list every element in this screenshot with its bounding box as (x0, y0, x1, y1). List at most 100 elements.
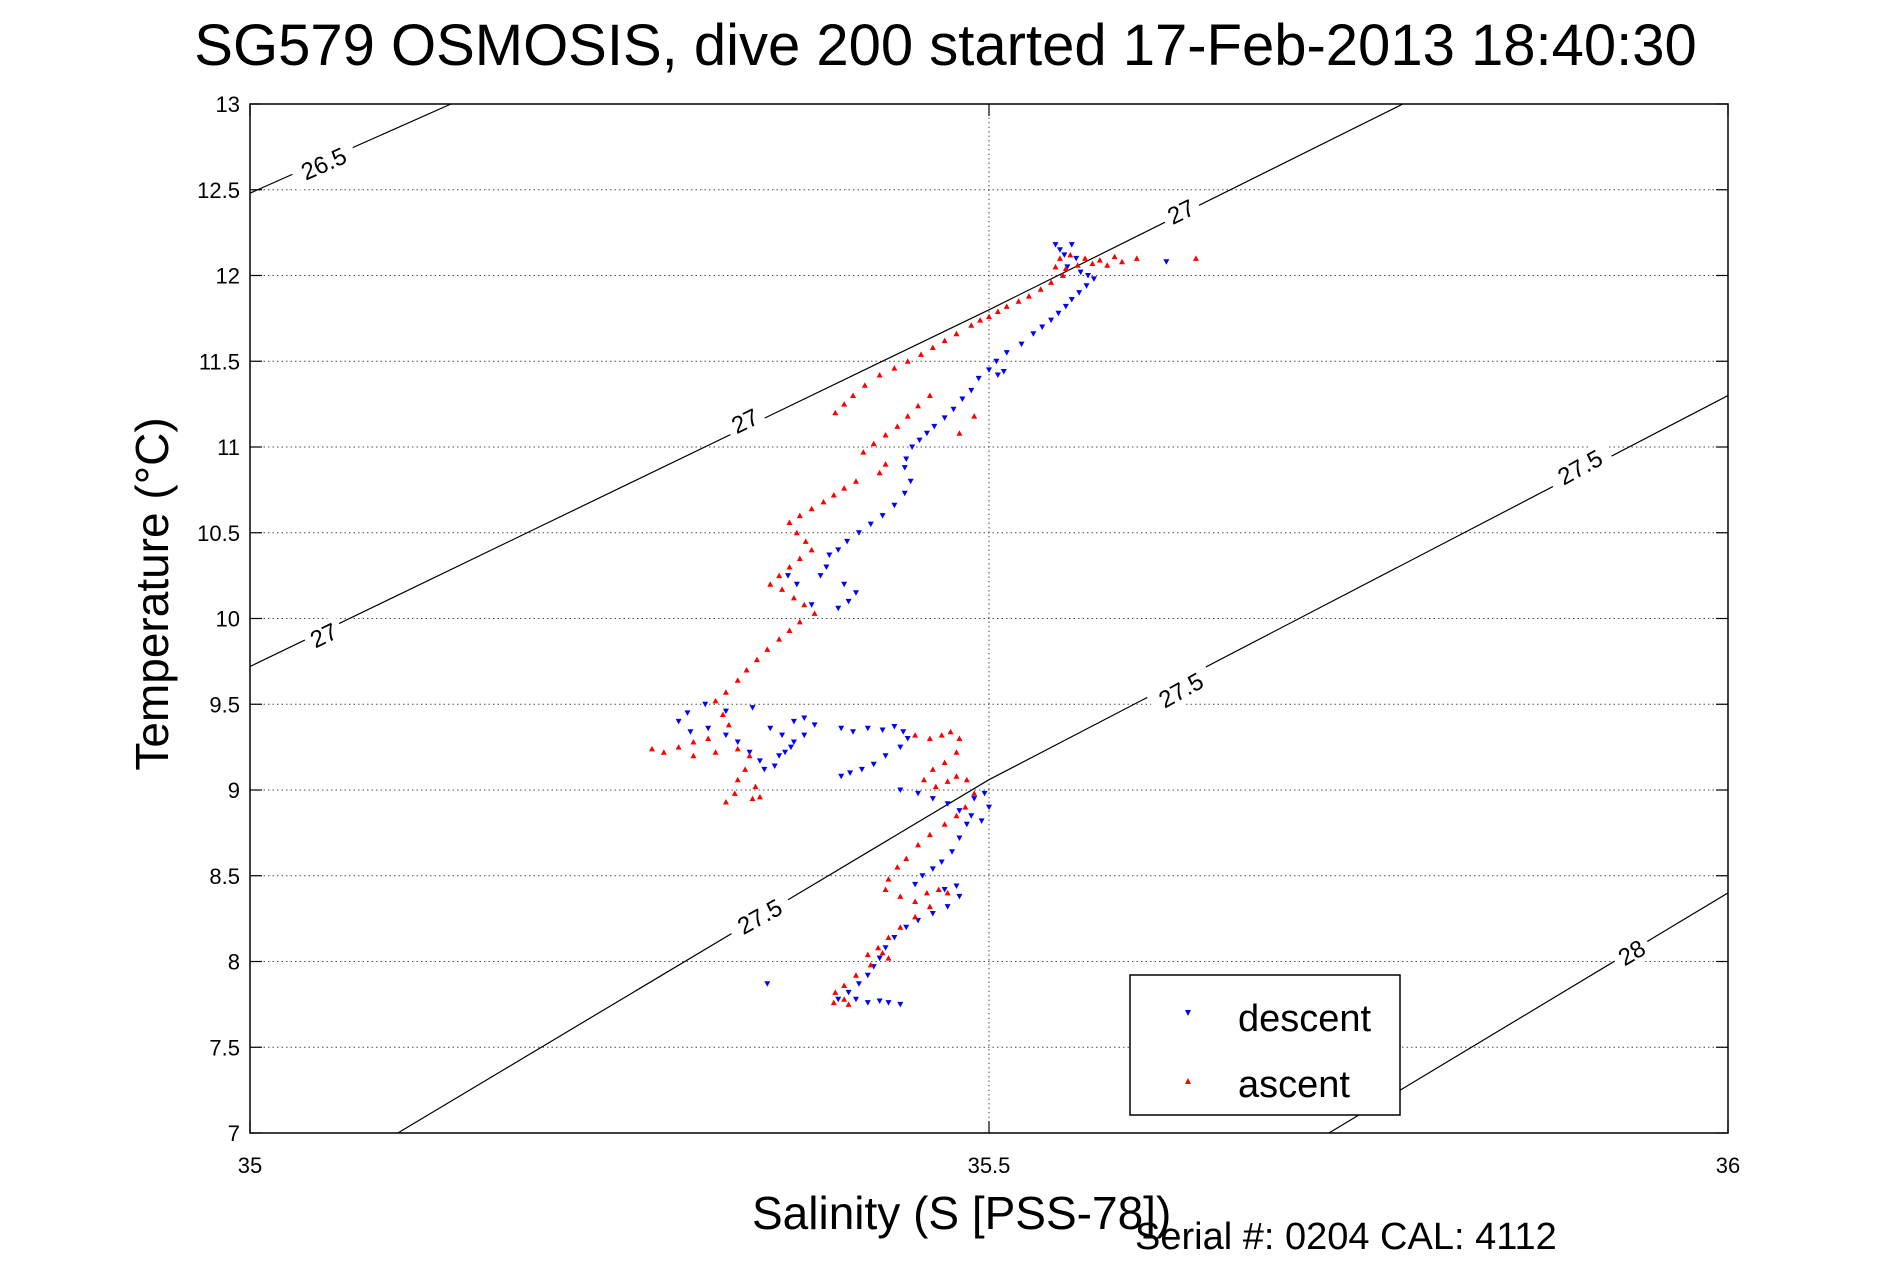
ascent-point (1048, 279, 1055, 285)
ascent-point (1192, 255, 1199, 261)
ascent-point (935, 886, 942, 892)
descent-point (864, 1000, 871, 1006)
contour-label-bg (1608, 931, 1656, 975)
descent-point (963, 821, 970, 828)
descent-point (835, 605, 842, 612)
descent-point (838, 773, 845, 780)
ascent-point (929, 344, 936, 351)
descent-point (994, 372, 1001, 378)
ascent-point (956, 735, 963, 742)
ascent-point (796, 618, 803, 625)
ascent-point (793, 529, 800, 536)
ascent-point (879, 949, 886, 956)
descent-point (929, 866, 936, 872)
ascent-point (953, 749, 960, 755)
descent-point (749, 705, 756, 711)
ascent-point (876, 371, 883, 378)
descent-point (1056, 247, 1063, 253)
descent-point (764, 981, 771, 987)
descent-point (919, 873, 926, 879)
descent-point (845, 989, 852, 996)
descent-point (891, 724, 898, 730)
ascent-point (734, 776, 741, 783)
descent-point (867, 521, 874, 528)
descent-point (771, 763, 778, 769)
ascent-point (897, 924, 904, 930)
x-tick-label: 35 (238, 1153, 262, 1178)
y-tick-label: 10.5 (197, 521, 240, 546)
ascent-point (861, 382, 868, 388)
descent-point (956, 835, 963, 842)
descent-point (903, 456, 910, 463)
y-tick-label: 10 (216, 607, 240, 632)
ascent-point (852, 478, 859, 484)
contour-label-bg (1157, 191, 1205, 233)
ascent-point (811, 610, 818, 616)
descent-point (901, 490, 908, 497)
ascent-point (1119, 258, 1126, 265)
ascent-point (926, 831, 933, 838)
ascent-point (731, 790, 738, 796)
ascent-point (841, 401, 848, 407)
descent-point (1030, 331, 1037, 337)
descent-point (864, 725, 871, 732)
ascent-point (941, 759, 948, 766)
contour-line (250, 104, 1404, 668)
ascent-point (977, 317, 984, 323)
legend: descent ascent (1129, 974, 1401, 1116)
ascent-point (1074, 262, 1081, 268)
ascent-point (926, 735, 933, 742)
y-tick-label: 8.5 (209, 864, 240, 889)
ascent-point (947, 728, 954, 735)
ascent-point (885, 876, 892, 882)
ascent-point (1003, 303, 1010, 309)
descent-point (844, 538, 851, 545)
ascent-point (796, 512, 803, 519)
ascent-point (953, 330, 960, 337)
descent-point (850, 729, 857, 735)
descent-point (975, 375, 982, 382)
y-tick-label: 11 (217, 435, 240, 460)
ascent-point (1025, 293, 1032, 299)
legend-box (1129, 974, 1401, 1116)
ascent-point (649, 745, 656, 752)
ascent-point (926, 903, 933, 910)
descent-point (817, 573, 824, 579)
ascent-point (756, 793, 763, 800)
descent-point (876, 955, 883, 962)
descent-point (900, 729, 907, 735)
ascent-point (808, 505, 815, 512)
ascent-point (867, 961, 874, 968)
descent-point (986, 804, 992, 811)
descent-point (897, 744, 904, 751)
ascent-point (725, 721, 732, 728)
y-axis-label: Temperature (°C) (126, 417, 178, 771)
descent-point (855, 981, 862, 987)
ascent-point (882, 886, 889, 892)
ascent-point (875, 944, 882, 951)
descent-point (722, 708, 729, 715)
y-tick-label: 12 (216, 264, 240, 289)
descent-point (882, 753, 889, 759)
descent-point (841, 581, 848, 588)
descent-point (835, 547, 842, 553)
axis-ticks: 7 7.5 8 8.5 9 9.5 10 10.5 11 11.5 12 12.5 13 35 35.5 36 (197, 92, 1740, 1178)
ascent-point (938, 732, 945, 738)
ascent-point (832, 409, 839, 416)
contour-label-bg (1544, 439, 1616, 496)
descent-point (1163, 259, 1170, 265)
ascent-point (832, 989, 839, 995)
descent-point (835, 996, 842, 1003)
descent-point (956, 808, 963, 814)
ascent-point (1133, 255, 1140, 261)
ascent-point (796, 555, 803, 561)
ascent-point (675, 744, 682, 750)
ascent-point (897, 893, 904, 899)
ascent-point (903, 855, 910, 862)
ascent-point (743, 666, 750, 673)
descent-point (993, 358, 1000, 365)
descent-point (1068, 297, 1075, 303)
descent-point (901, 465, 908, 471)
